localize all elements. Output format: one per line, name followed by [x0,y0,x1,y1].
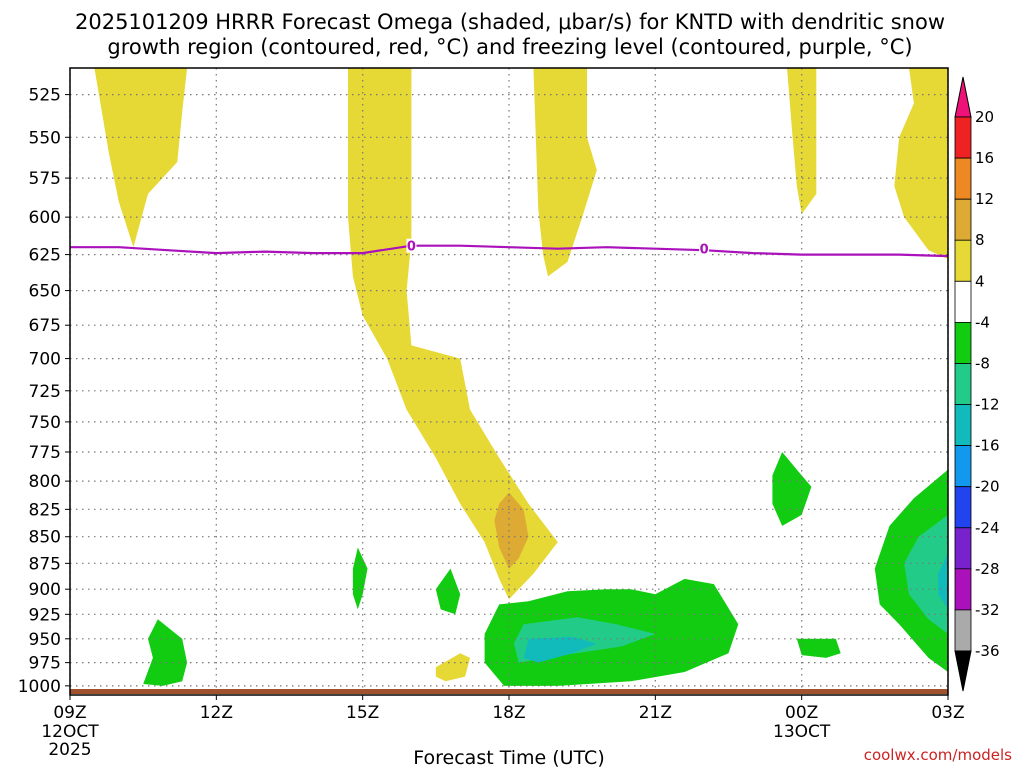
x-tick-label: 09Z [53,703,86,723]
colorbar-bin [954,321,972,364]
downward-motion-a [143,619,188,686]
y-tick-label: 825 [29,500,61,520]
colorbar-bin [954,239,972,282]
y-tick-label: 600 [29,208,61,228]
colorbar-bin [954,609,972,652]
colorbar-label: 8 [975,231,985,249]
x-tick-label: 12Z [200,703,233,723]
upward-motion-4-8-f [435,653,470,682]
y-tick-label: 925 [29,605,61,625]
omega-shaded-regions [94,68,948,686]
y-tick-label: 700 [29,350,61,370]
y-tick-label: 750 [29,413,61,433]
freezing-level-line [70,244,949,258]
colorbar-label: -16 [975,437,1000,455]
y-tick-label: 1000 [18,677,61,697]
x-tick-date: 13OCT [773,722,831,742]
y-tick-label: 575 [29,169,61,189]
colorbar-label: 20 [975,108,994,126]
y-tick-label: 975 [29,654,61,674]
upward-motion-4-8-c [533,68,597,277]
colorbar-bin [954,527,972,570]
x-tick-label: 15Z [346,703,379,723]
colorbar-bin [954,280,972,323]
y-tick-label: 900 [29,580,61,600]
downward-motion-8-12-b [904,514,948,634]
downward-motion-12-16-a [523,636,597,663]
x-tick-date: 12OCT [41,722,99,742]
upward-motion-4-8-b [348,68,558,600]
colorbar-label: -20 [975,478,1000,496]
x-tick-label: 21Z [639,703,672,723]
terrain-band [70,689,948,694]
y-tick-label: 525 [29,86,61,106]
x-tick-label: 03Z [931,703,964,723]
colorbar-label: -32 [975,601,1000,619]
y-axis-ticks: 525 550 575 600 625 650 675 700 725 750 775 800 825 8… [18,86,70,697]
y-tick-label: 675 [29,316,61,336]
colorbar-label: 12 [975,190,994,208]
downward-motion-e [772,452,812,526]
colorbar-bin [954,116,972,159]
downward-motion-b [352,547,368,610]
upward-motion-8-12 [494,492,529,569]
freezing-label-bg [699,241,710,256]
y-tick-label: 775 [29,443,61,463]
chart-title-line2: growth region (contoured, red, °C) and f… [107,35,912,59]
credit-text: coolwx.com/models [864,746,1012,764]
colorbar: 20 16 12 8 4 -4 -8 -12 -16 -20 -24 -28 -32 -36 [954,76,1000,692]
x-tick-label: 00Z [785,703,818,723]
freezing-label-bg [406,238,417,253]
y-tick-label: 875 [29,554,61,574]
colorbar-label: -12 [975,396,1000,414]
colorbar-bin [954,363,972,405]
colorbar-label: -36 [975,642,1000,660]
colorbar-bin [954,486,972,529]
colorbar-label: -24 [975,519,1000,537]
colorbar-bin [954,445,972,488]
colorbar-label: -4 [975,313,990,331]
colorbar-label: 16 [975,149,994,167]
colorbar-bin [954,404,972,446]
colorbar-top-arrow [954,76,972,118]
upward-motion-4-8-a [94,68,188,248]
y-tick-label: 650 [29,282,61,302]
y-tick-label: 550 [29,128,61,148]
chart-title-line1: 2025101209 HRRR Forecast Omega (shaded, … [75,10,945,34]
y-tick-label: 800 [29,472,61,492]
downward-motion-c [435,568,461,615]
downward-motion-12-16-b [938,552,948,610]
colorbar-label: -8 [975,355,990,373]
upward-motion-4-8-e [894,68,948,259]
freezing-level-label: 0 [407,240,416,255]
colorbar-label: -28 [975,560,1000,578]
y-tick-label: 625 [29,246,61,266]
colorbar-bottom-arrow [954,650,972,692]
x-tick-label: 18Z [492,703,525,723]
y-tick-label: 850 [29,528,61,548]
colorbar-bin [954,568,972,611]
colorbar-bin [954,157,972,200]
y-tick-label: 950 [29,630,61,650]
x-tick-year: 2025 [48,740,91,760]
downward-motion-f [796,638,841,658]
colorbar-bin [954,198,972,241]
x-axis-title: Forecast Time (UTC) [413,747,604,768]
freezing-level-label: 0 [700,243,709,258]
colorbar-label: 4 [975,272,985,290]
y-tick-label: 725 [29,382,61,402]
